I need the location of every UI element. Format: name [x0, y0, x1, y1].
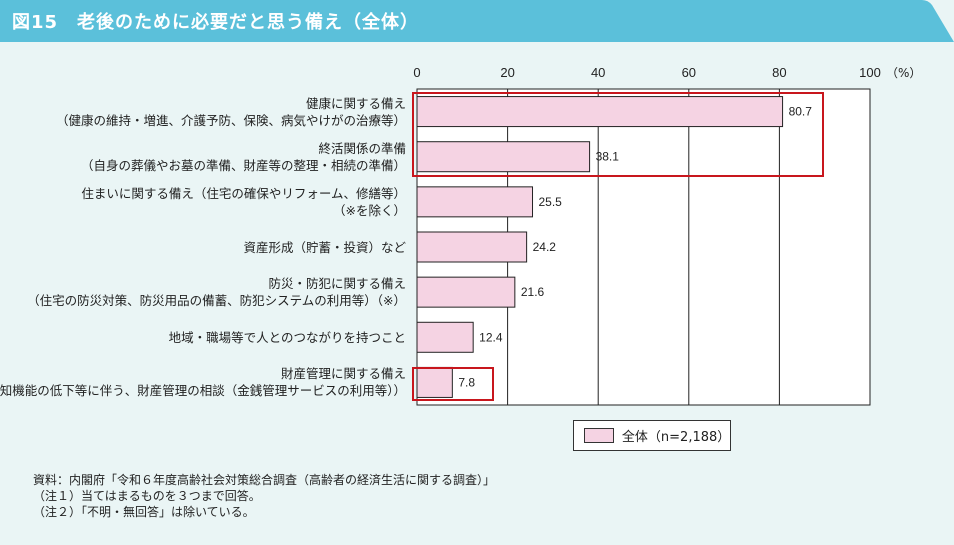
bar — [416, 276, 516, 308]
x-tick-label: 100 — [859, 65, 881, 80]
data-label: 21.6 — [521, 285, 545, 299]
category-label-line: （健康の維持・増進、介護予防、保険、病気やけがの治療等） — [55, 112, 406, 128]
category-label: 終活関係の準備 （自身の葬儀やお墓の準備、財産等の整理・相続の準備） — [81, 140, 406, 174]
data-label: 7.8 — [458, 375, 475, 389]
x-tick-label: 40 — [591, 65, 605, 80]
x-unit-label: （%） — [886, 66, 921, 80]
category-label: 資産形成（貯蓄・投資）など — [243, 239, 406, 256]
data-label: 80.7 — [789, 105, 813, 119]
legend: 全体（n=2,188） — [573, 420, 731, 451]
category-label-line: （自身の葬儀やお墓の準備、財産等の整理・相続の準備） — [80, 157, 406, 173]
category-label-line: 健康に関する備え — [305, 95, 406, 111]
category-label-line: （住宅の防災対策、防災用品の備蓄、防犯システムの利用等）（※） — [27, 293, 406, 309]
source-note: 資料：内閣府「令和６年度高齢社会対策総合調査（高齢者の経済生活に関する調査）」 — [33, 473, 496, 487]
bar — [416, 366, 453, 398]
category-label-line: 終活関係の準備 — [318, 140, 406, 156]
category-label-line: 住まいに関する備え（住宅の確保やリフォーム、修繕等） — [81, 185, 406, 201]
x-tick-label: 0 — [413, 65, 420, 80]
category-label: 住まいに関する備え（住宅の確保やリフォーム、修繕等） （※を除く） — [81, 185, 406, 219]
highlight-box — [412, 367, 494, 401]
bar — [416, 141, 591, 173]
data-label: 12.4 — [479, 330, 503, 344]
bar — [416, 96, 784, 128]
note-1: （注１）当てはまるものを３つまで回答。 — [33, 489, 261, 503]
category-label-line: 地域・職場等で人とのつながりを持つこと — [168, 329, 406, 345]
header-banner — [0, 0, 954, 42]
figure-title: 図15 老後のために必要だと思う備え（全体） — [12, 12, 420, 33]
category-label: 地域・職場等で人とのつながりを持つこと — [169, 329, 406, 346]
figure-header: 図15 老後のために必要だと思う備え（全体） — [0, 0, 954, 42]
legend-label: 全体（n=2,188） — [621, 430, 731, 445]
category-label-line: （認知機能の低下等に伴う、財産管理の相談（金銭管理サービスの利用等）） — [0, 383, 406, 399]
category-label: 健康に関する備え （健康の維持・増進、介護予防、保険、病気やけがの治療等） — [56, 95, 406, 129]
data-label: 24.2 — [533, 240, 557, 254]
category-label-line: 財産管理に関する備え — [280, 366, 406, 382]
x-tick-label: 80 — [772, 65, 786, 80]
data-label: 38.1 — [596, 150, 620, 164]
bar — [416, 231, 528, 263]
highlight-box — [412, 92, 824, 177]
data-label: 25.5 — [539, 195, 563, 209]
category-label: 財産管理に関する備え （認知機能の低下等に伴う、財産管理の相談（金銭管理サービスの… — [0, 365, 406, 399]
category-label: 防災・防犯に関する備え （住宅の防災対策、防災用品の備蓄、防犯システムの利用等）（… — [27, 275, 406, 309]
x-tick-label: 20 — [500, 65, 514, 80]
bar — [416, 186, 534, 218]
legend-swatch — [584, 428, 614, 443]
category-label-line: 資産形成（貯蓄・投資）など — [243, 239, 406, 255]
notes: 資料：内閣府「令和６年度高齢社会対策総合調査（高齢者の経済生活に関する調査）」 … — [33, 472, 495, 520]
category-label-line: （※を除く） — [333, 202, 406, 218]
x-tick-label: 60 — [682, 65, 696, 80]
note-2: （注２）「不明・無回答」は除いている。 — [33, 505, 255, 519]
bar — [416, 321, 474, 353]
category-label-line: 防災・防犯に関する備え — [268, 276, 406, 292]
